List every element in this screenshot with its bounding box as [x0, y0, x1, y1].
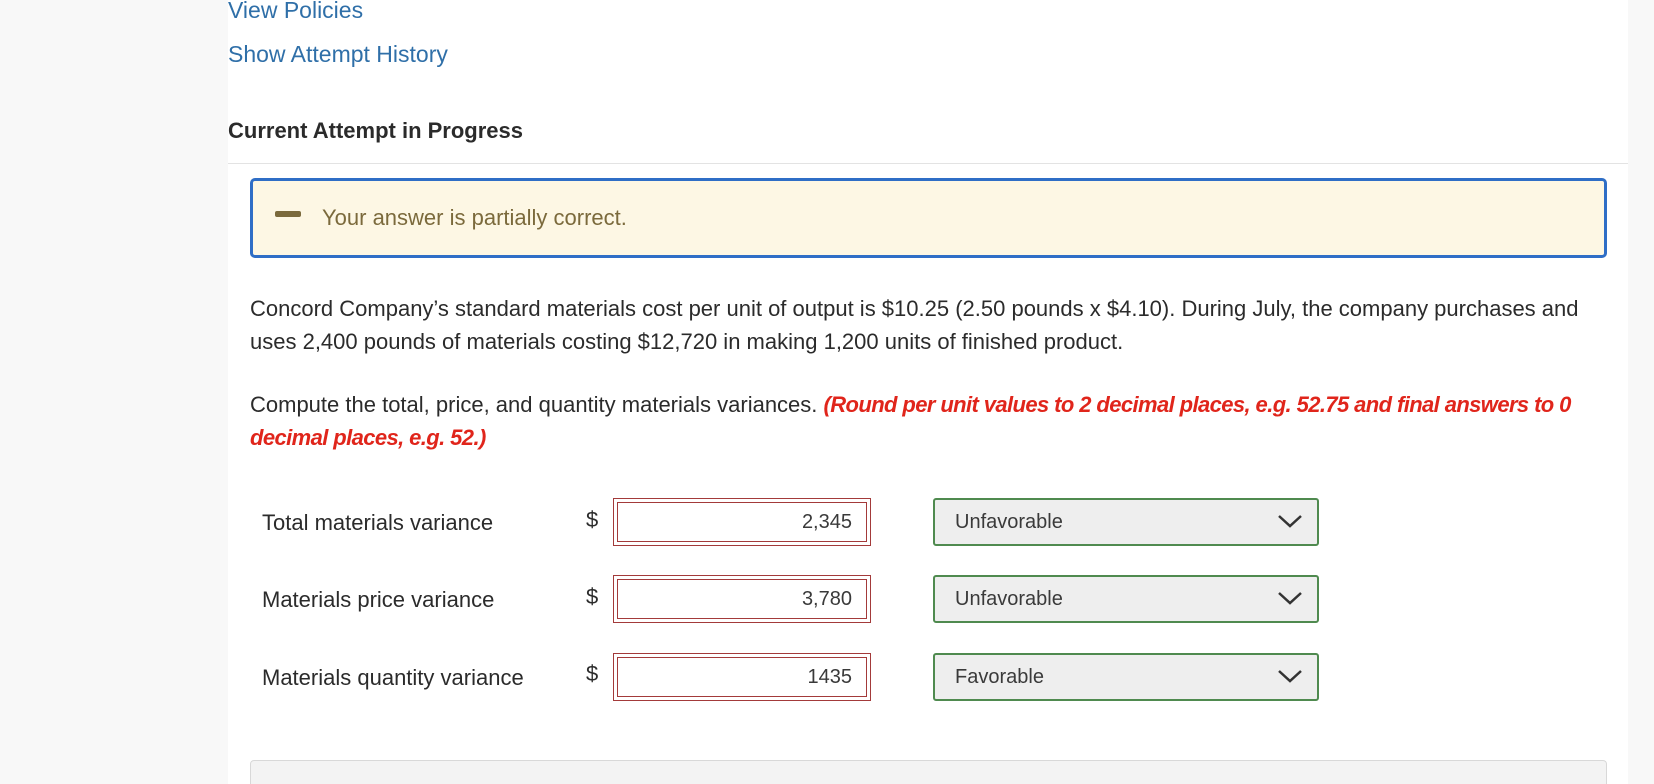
- feedback-banner: Your answer is partially correct.: [250, 178, 1607, 258]
- question-page: View Policies Show Attempt History Curre…: [228, 0, 1628, 784]
- section-divider: [228, 163, 1628, 164]
- quantity-variance-selection: Favorable: [955, 666, 1044, 688]
- row-label-quantity: Materials quantity variance: [262, 665, 524, 690]
- feedback-message: Your answer is partially correct.: [322, 205, 627, 230]
- chevron-down-icon: [1278, 515, 1302, 528]
- total-variance-value[interactable]: 2,345: [617, 502, 867, 542]
- instruction-text: Compute the total, price, and quantity m…: [250, 388, 1610, 454]
- quantity-variance-select[interactable]: Favorable: [933, 653, 1319, 701]
- section-title: Current Attempt in Progress: [228, 118, 524, 143]
- total-variance-input[interactable]: 2,345: [613, 498, 871, 546]
- instruction-main: Compute the total, price, and quantity m…: [250, 392, 824, 417]
- show-attempt-history-link[interactable]: Show Attempt History: [228, 41, 448, 67]
- price-variance-input[interactable]: 3,780: [613, 575, 871, 623]
- price-variance-select[interactable]: Unfavorable: [933, 575, 1319, 623]
- row-label-total: Total materials variance: [262, 510, 494, 535]
- quantity-variance-input[interactable]: 1435: [613, 653, 871, 701]
- price-variance-value[interactable]: 3,780: [617, 579, 867, 619]
- total-variance-select[interactable]: Unfavorable: [933, 498, 1319, 546]
- currency-symbol: $: [586, 507, 599, 532]
- currency-symbol: $: [586, 584, 599, 609]
- total-variance-selection: Unfavorable: [955, 511, 1063, 533]
- chevron-down-icon: [1278, 592, 1302, 605]
- currency-symbol: $: [586, 661, 599, 686]
- etextbook-panel[interactable]: [250, 760, 1607, 784]
- price-variance-selection: Unfavorable: [955, 588, 1063, 610]
- row-label-price: Materials price variance: [262, 587, 495, 612]
- rounding-note: (Round per unit values to 2 decimal plac…: [250, 392, 1571, 450]
- partial-dash-icon: [275, 211, 301, 217]
- problem-text: Concord Company’s standard materials cos…: [250, 296, 1579, 354]
- quantity-variance-value[interactable]: 1435: [617, 657, 867, 697]
- chevron-down-icon: [1278, 670, 1302, 683]
- view-policies-link[interactable]: View Policies: [228, 0, 364, 23]
